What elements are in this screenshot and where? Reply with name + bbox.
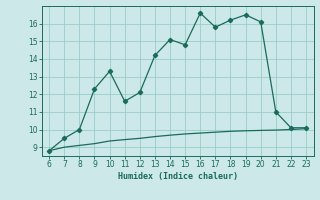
X-axis label: Humidex (Indice chaleur): Humidex (Indice chaleur): [118, 172, 237, 181]
